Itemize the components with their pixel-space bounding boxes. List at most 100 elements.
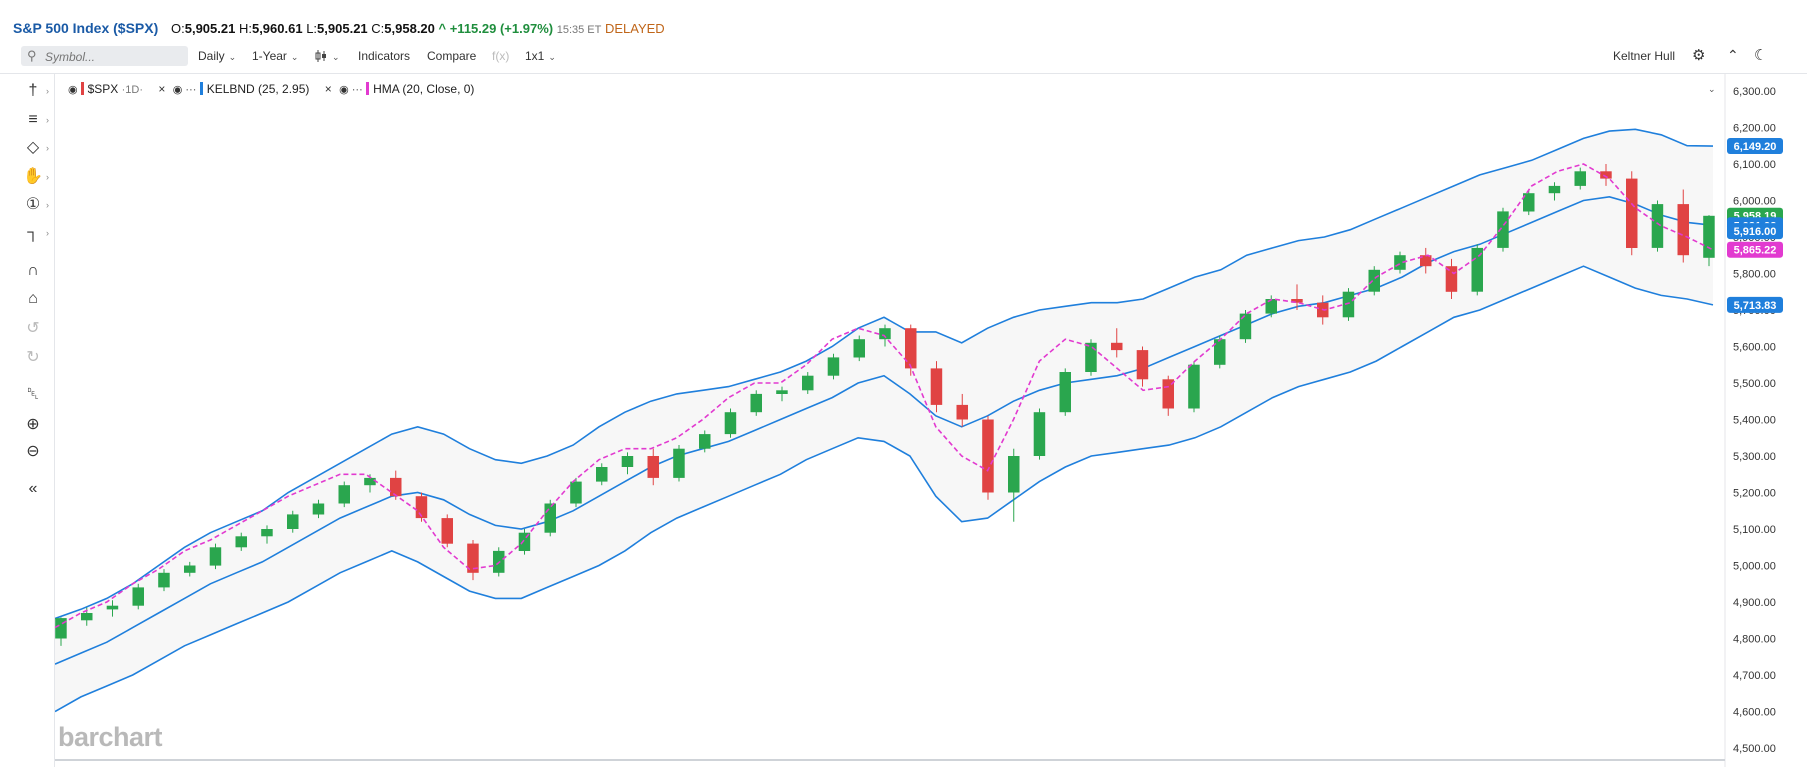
candle-body <box>1342 291 1355 318</box>
more-icon[interactable]: ⋯ <box>185 84 197 96</box>
eye-icon[interactable]: ◉ <box>339 84 349 96</box>
more-icon[interactable]: ⋯ <box>351 84 363 96</box>
candle-body <box>158 572 170 588</box>
symbol-title[interactable]: S&P 500 Index ($SPX) <box>13 20 159 36</box>
collapse-sidebar-icon[interactable]: « <box>28 480 38 497</box>
candle-body <box>235 536 247 548</box>
y-tick-label: 6,300.00 <box>1733 86 1776 98</box>
candle-body <box>1445 266 1458 292</box>
range-dropdown[interactable]: 1-Year ⌄ <box>252 49 298 63</box>
annotation-icon[interactable]: ① › <box>25 196 49 213</box>
y-tick-label: 4,800.00 <box>1733 634 1776 646</box>
candle-body <box>1033 412 1046 456</box>
keltner-upper-line <box>54 128 1714 620</box>
candle-body <box>415 496 428 519</box>
candlestick-icon <box>315 50 326 62</box>
candle-body <box>1471 247 1483 292</box>
thumbs-up-icon[interactable]: ✋ › <box>23 168 49 185</box>
y-tick-label: 6,100.00 <box>1733 159 1776 171</box>
close-label: C: <box>371 21 385 36</box>
candle-body <box>905 328 917 369</box>
collapse-up-icon[interactable]: ⌃ <box>1727 47 1739 63</box>
price-chart[interactable]: 6,300.006,200.006,100.006,000.005,900.00… <box>54 74 1807 767</box>
legend-symbol-label: $SPX <box>87 82 119 96</box>
candle-body <box>544 503 556 533</box>
candle-body <box>853 339 865 358</box>
candle-body <box>1677 204 1689 256</box>
compare-button[interactable]: Compare <box>427 49 477 63</box>
layout-dropdown[interactable]: 1x1 ⌄ <box>525 49 556 63</box>
trash-icon[interactable]: ␡ <box>26 386 40 403</box>
candle-body <box>1059 372 1071 413</box>
candle-body <box>312 503 325 515</box>
price-label-box <box>1727 241 1783 258</box>
legend-symbol-suffix: ·1D· <box>121 84 144 96</box>
close-icon[interactable]: × <box>324 82 332 96</box>
candle-body <box>827 357 840 376</box>
close-icon[interactable]: × <box>158 82 166 96</box>
kelt-swatch <box>199 82 203 95</box>
candle-body <box>1239 313 1252 340</box>
interval-label: Daily <box>198 49 225 63</box>
candle-body <box>1162 379 1174 409</box>
measure-tool-icon[interactable]: ┐ › <box>27 224 49 241</box>
zoom-in-icon[interactable]: ⊕ <box>26 416 40 433</box>
chart-area[interactable]: 6,300.006,200.006,100.006,000.005,900.00… <box>54 74 1807 767</box>
chevron-down-icon[interactable]: ⌄ <box>1708 84 1716 94</box>
undo-icon[interactable]: ↺ <box>26 320 40 337</box>
dark-mode-icon[interactable]: ☾ <box>1754 47 1768 64</box>
candle-body <box>1626 178 1638 248</box>
y-tick-label: 5,400.00 <box>1733 415 1776 427</box>
candle-body <box>364 477 376 486</box>
legend-kelt[interactable]: ◉ ⋯ KELBND (25, 2.95) <box>172 82 310 96</box>
price-label-box <box>1727 138 1783 154</box>
candle-body <box>1548 185 1561 194</box>
symbol-search[interactable]: ⚲ <box>21 46 188 66</box>
y-tick-label: 6,000.00 <box>1733 196 1776 208</box>
price-label-box <box>1727 223 1783 240</box>
gear-icon[interactable]: ⚙ <box>1692 47 1706 64</box>
y-tick-label: 5,300.00 <box>1733 451 1776 463</box>
candle-body <box>802 375 814 391</box>
legend-symbol[interactable]: ◉ $SPX ·1D· <box>68 82 143 96</box>
candle-body <box>132 587 144 606</box>
delayed-status: DELAYED <box>604 21 665 36</box>
indicators-button[interactable]: Indicators <box>358 49 411 63</box>
legend-hma-label: HMA (20, Close, 0) <box>373 82 475 96</box>
candle-body <box>1214 339 1226 365</box>
zoom-out-icon[interactable]: ⊖ <box>26 443 40 460</box>
candle-body <box>621 456 634 467</box>
candle-body <box>467 543 479 573</box>
price-label-text: 5,865.22 <box>1734 245 1777 257</box>
legend-kelt-label: KELBND (25, 2.95) <box>206 82 310 96</box>
legend-hma[interactable]: ◉ ⋯ HMA (20, Close, 0) <box>339 82 474 96</box>
shape-tool-icon[interactable]: ◇ › <box>26 139 49 156</box>
candle-body <box>287 514 299 529</box>
price-label-text: 6,149.20 <box>1734 141 1777 153</box>
candle-body <box>1651 204 1664 248</box>
y-tick-label: 5,600.00 <box>1733 342 1776 354</box>
function-button[interactable]: f(x) <box>492 49 510 63</box>
candle-body <box>441 518 453 544</box>
candle-body <box>1394 255 1406 270</box>
open-value: 5,905.21 <box>184 21 236 36</box>
chart-type-dropdown[interactable]: ⌄ <box>314 49 340 63</box>
y-tick-label: 5,800.00 <box>1733 269 1776 281</box>
header-divider <box>0 73 1807 74</box>
interval-dropdown[interactable]: Daily ⌄ <box>198 49 236 63</box>
eye-icon[interactable]: ◉ <box>172 84 183 96</box>
template-button[interactable]: Keltner Hull <box>1613 49 1676 63</box>
candle-body <box>1265 299 1277 314</box>
crosshair-tool-icon[interactable]: † › <box>28 82 49 99</box>
trendline-tool-icon[interactable]: ≡ › <box>28 111 49 128</box>
symbol-input[interactable] <box>43 47 187 66</box>
eye-icon[interactable]: ◉ <box>68 84 78 96</box>
candle-body <box>55 618 67 639</box>
candle-body <box>1368 269 1380 292</box>
candle-body <box>518 532 531 551</box>
lock-icon[interactable]: ⌂ <box>28 290 38 307</box>
redo-icon[interactable]: ↻ <box>26 349 40 366</box>
price-label-text: 5,916.00 <box>1734 226 1777 238</box>
magnet-icon[interactable]: ∩ <box>27 262 39 279</box>
y-tick-label: 4,900.00 <box>1733 597 1776 609</box>
